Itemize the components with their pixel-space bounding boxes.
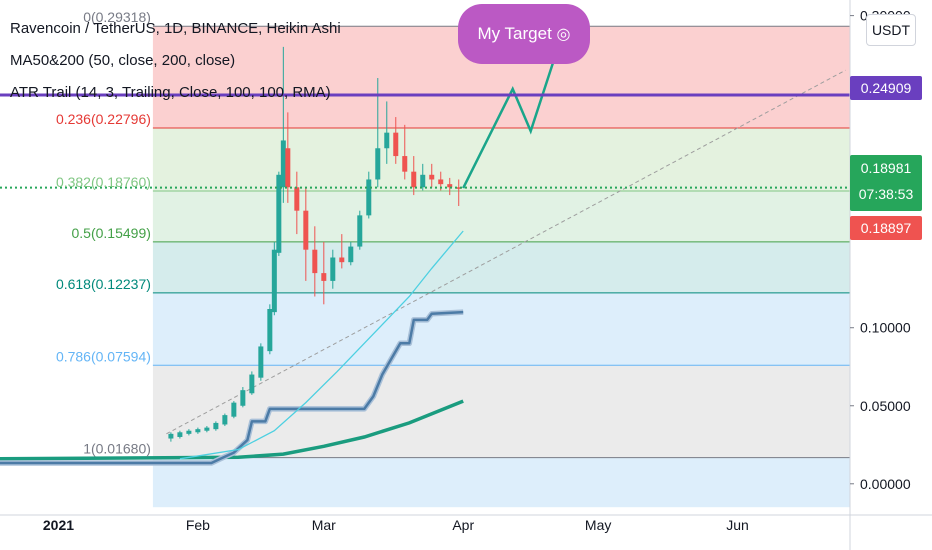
candle-body-17 bbox=[303, 210, 309, 250]
candle-body-2 bbox=[186, 430, 192, 434]
candle-body-21 bbox=[339, 257, 345, 263]
candle-body-15 bbox=[285, 148, 291, 188]
time-tick-label: Jun bbox=[726, 517, 749, 533]
candle-body-1 bbox=[177, 432, 183, 437]
fib-zone-0.786 bbox=[152, 365, 851, 458]
candle-body-6 bbox=[222, 415, 228, 425]
fib-zone-0.236 bbox=[152, 128, 851, 192]
atr-trail-line bbox=[0, 309, 464, 466]
candle-body-31 bbox=[429, 174, 435, 180]
symbol-title: Ravencoin / TetherUS, 1D, BINANCE, Heiki… bbox=[10, 20, 341, 37]
currency-unit-button[interactable]: USDT bbox=[866, 14, 916, 46]
target-icon: ◎ bbox=[556, 26, 571, 43]
candle-body-24 bbox=[366, 179, 372, 216]
candle-body-7 bbox=[231, 402, 237, 417]
price-tick-label: 0.10000 bbox=[860, 320, 911, 336]
last-price-badge: 0.18981 07:38:53 bbox=[850, 155, 922, 211]
candle-body-11 bbox=[267, 309, 273, 352]
indicator-ma-legend[interactable]: MA50&200 (50, close, 200, close) bbox=[10, 52, 236, 69]
candle-body-28 bbox=[402, 156, 408, 172]
time-tick-label: May bbox=[585, 517, 611, 533]
ma50-line bbox=[179, 230, 464, 460]
candle-body-12 bbox=[271, 249, 277, 313]
candle-body-25 bbox=[375, 148, 381, 180]
candle-body-19 bbox=[321, 273, 327, 281]
fib-label-0.382: 0.382(0.18760) bbox=[56, 174, 151, 190]
fib-label-0: 0(0.29318) bbox=[83, 9, 151, 25]
candle-body-34 bbox=[456, 187, 462, 189]
indicator-atr-legend[interactable]: ATR Trail (14, 3, Trailing, Close, 100, … bbox=[10, 84, 331, 101]
price-tick-label: 0.05000 bbox=[860, 398, 911, 414]
candle-body-30 bbox=[420, 174, 426, 188]
last-price-value: 0.18981 bbox=[860, 160, 912, 176]
ma200-line bbox=[0, 399, 464, 461]
price-tick-label: 0.00000 bbox=[860, 476, 911, 492]
fibonacci-labels: 0(0.29318) 0.236(0.22796) 0.382(0.18760) 0.… bbox=[56, 9, 151, 456]
candle-body-4 bbox=[204, 427, 210, 431]
atr-price-badge: 0.18897 bbox=[850, 216, 922, 240]
candle-body-8 bbox=[240, 390, 246, 406]
target-annotation[interactable]: My Target ◎ bbox=[458, 4, 590, 64]
time-tick-label: Feb bbox=[186, 517, 210, 533]
fib-label-0.5: 0.5(0.15499) bbox=[72, 225, 151, 241]
trend-line bbox=[166, 69, 846, 435]
fib-label-0.786: 0.786(0.07594) bbox=[56, 348, 151, 364]
candle-body-22 bbox=[348, 246, 354, 263]
fib-zone-0.618 bbox=[152, 292, 851, 366]
candle-body-32 bbox=[438, 179, 444, 185]
fib-label-1: 1(0.01680) bbox=[83, 441, 151, 457]
fib-zone-0.5 bbox=[152, 241, 851, 293]
fib-label-0.236: 0.236(0.22796) bbox=[56, 111, 151, 127]
fib-zone-1 bbox=[152, 457, 851, 508]
bar-countdown: 07:38:53 bbox=[858, 186, 914, 202]
candle-body-26 bbox=[384, 132, 390, 149]
candle-body-16 bbox=[294, 187, 300, 211]
time-tick-label: 2021 bbox=[43, 517, 74, 533]
candles bbox=[168, 46, 462, 442]
candle-body-3 bbox=[195, 429, 201, 433]
candle-body-20 bbox=[330, 257, 336, 281]
candle-body-10 bbox=[258, 346, 264, 378]
time-tick-label: Mar bbox=[312, 517, 336, 533]
target-price-badge: 0.24909 bbox=[850, 76, 922, 100]
candle-body-13 bbox=[276, 174, 282, 253]
fib-label-0.618: 0.618(0.12237) bbox=[56, 276, 151, 292]
time-tick-label: Apr bbox=[452, 517, 474, 533]
candle-body-0 bbox=[168, 433, 174, 439]
target-annotation-text: My Target bbox=[477, 24, 552, 43]
dashed-trend-line bbox=[166, 69, 846, 435]
fib-zone-0.382 bbox=[152, 191, 851, 242]
candle-body-5 bbox=[213, 422, 219, 430]
candle-body-29 bbox=[411, 171, 417, 188]
candle-body-33 bbox=[447, 184, 453, 188]
ma200-series bbox=[0, 399, 464, 461]
candle-body-23 bbox=[357, 215, 363, 247]
ma50-series bbox=[179, 230, 464, 460]
candle-body-9 bbox=[249, 374, 255, 394]
atr-trail-series bbox=[0, 310, 464, 465]
candle-body-14 bbox=[280, 140, 286, 188]
candle-body-18 bbox=[312, 249, 318, 274]
candle-body-27 bbox=[393, 132, 399, 157]
price-lines bbox=[0, 93, 850, 189]
